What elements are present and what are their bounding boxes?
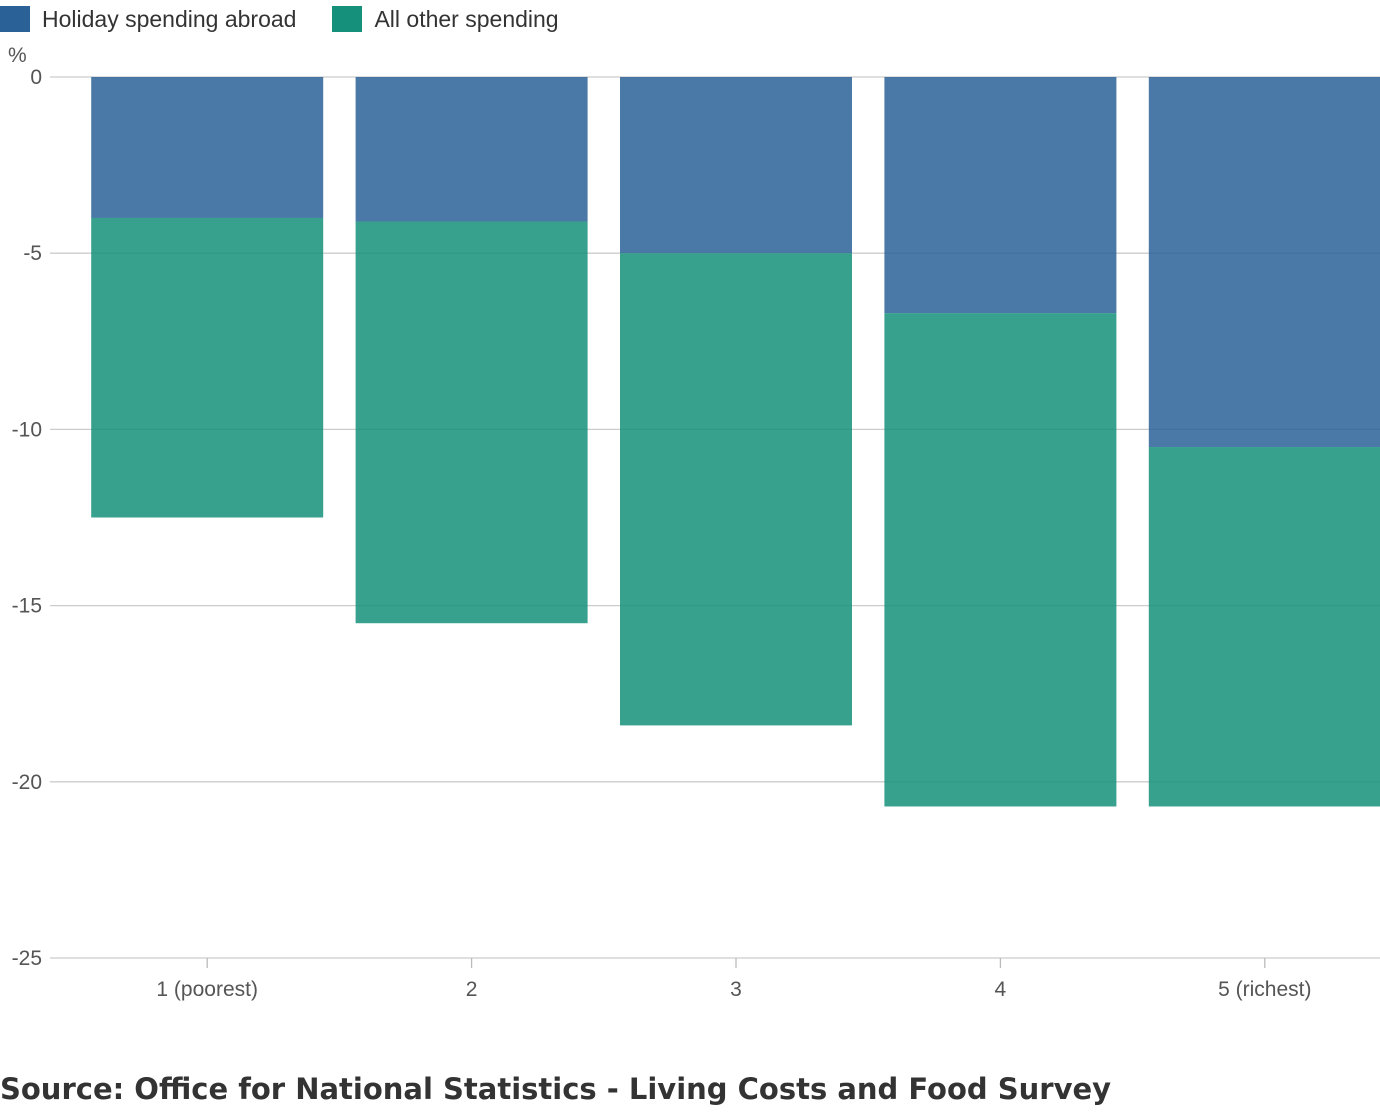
x-tick-label-4: 4 xyxy=(995,978,1007,1001)
legend-item-other: All other spending xyxy=(332,5,559,33)
bar-other-1 xyxy=(91,217,324,518)
y-tick-label-3: -15 xyxy=(12,595,42,618)
x-tick-label-3: 3 xyxy=(730,978,742,1001)
legend: Holiday spending abroad All other spendi… xyxy=(0,4,595,34)
legend-swatch-holiday xyxy=(0,6,30,32)
bar-holiday-5 xyxy=(1148,77,1380,448)
y-tick-label-1: -5 xyxy=(23,242,42,265)
x-tick-label-5: 5 (richest) xyxy=(1218,978,1311,1001)
bar-holiday-3 xyxy=(620,77,852,254)
legend-swatch-other xyxy=(332,6,363,32)
y-tick-label-2: -10 xyxy=(12,418,42,441)
bar-holiday-1 xyxy=(91,77,324,218)
source-note: Source: Office for National Statistics -… xyxy=(0,1072,1112,1106)
bar-other-3 xyxy=(620,253,852,726)
x-tick-label-2: 2 xyxy=(466,978,478,1001)
chart-plot: 0 -5 -10 -15 -20 -25% 1 (poorest) 2 3 4 5 (richest… xyxy=(8,44,1380,1001)
bar-other-2 xyxy=(355,221,588,624)
y-axis-unit-label: % xyxy=(8,44,27,67)
legend-label-holiday: Holiday spending abroad xyxy=(42,5,297,32)
y-tick-label-0: 0 xyxy=(30,66,42,89)
legend-label-other: All other spending xyxy=(374,5,559,32)
bar-holiday-2 xyxy=(355,77,588,222)
y-tick-label-4: -20 xyxy=(12,771,42,794)
legend-item-holiday: Holiday spending abroad xyxy=(0,6,296,33)
y-tick-label-5: -25 xyxy=(12,947,42,970)
bar-other-4 xyxy=(884,313,1117,807)
bar-other-5 xyxy=(1148,447,1380,807)
x-tick-label-1: 1 (poorest) xyxy=(156,978,258,1001)
bar-holiday-4 xyxy=(884,77,1117,314)
